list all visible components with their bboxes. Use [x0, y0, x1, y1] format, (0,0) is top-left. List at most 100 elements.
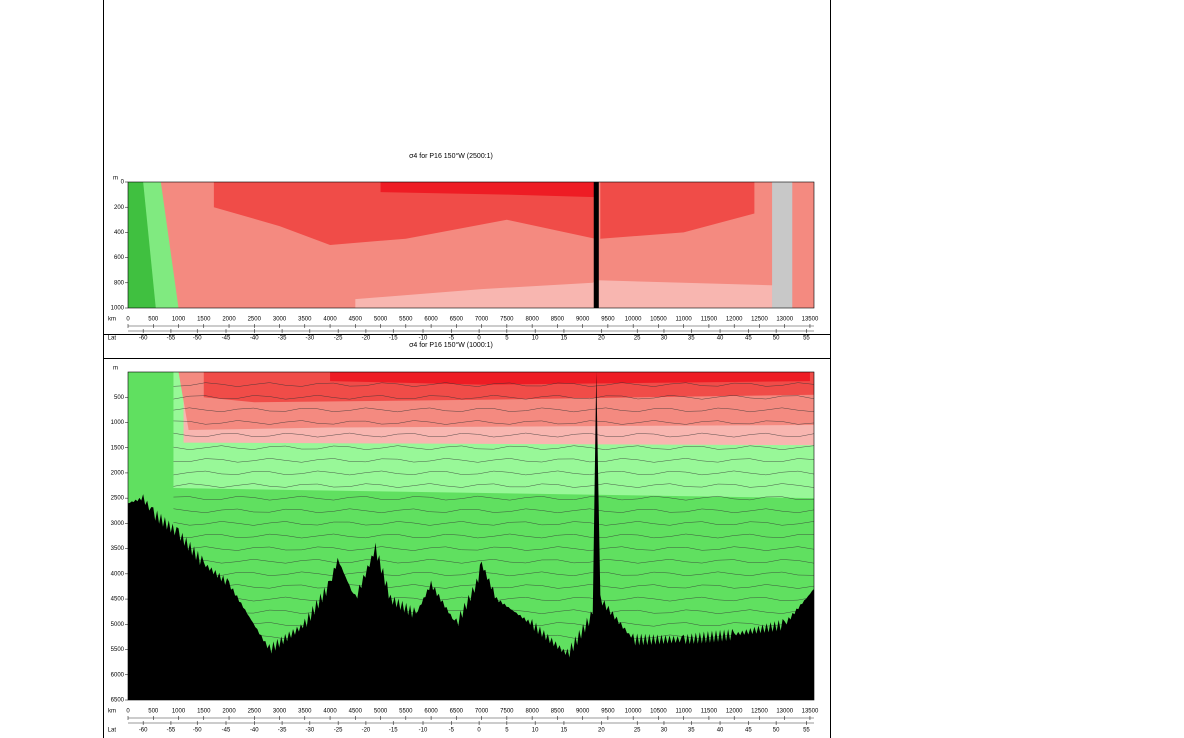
lat-tick-label: 20: [598, 728, 605, 734]
frame: [103, 0, 831, 738]
x-tick-label: 12000: [726, 317, 743, 323]
x-axis-label: km: [108, 709, 116, 715]
x-tick-label: 9500: [601, 709, 615, 715]
y-tick-label: 4000: [111, 571, 125, 577]
y-tick-label: 800: [114, 280, 125, 286]
lat-tick-label: 25: [634, 728, 641, 734]
lat-tick-label: 25: [634, 336, 641, 342]
x-tick-label: 7000: [475, 709, 489, 715]
x-tick-label: 7000: [475, 317, 489, 323]
contour-line: [173, 407, 815, 413]
lat-axis-label: Lat: [108, 728, 117, 734]
y-tick-label: 1500: [111, 445, 125, 451]
y-tick-label: 4500: [111, 597, 125, 603]
x-tick-label: 4000: [323, 317, 337, 323]
lat-tick-label: 45: [745, 336, 752, 342]
contour-line: [173, 533, 815, 539]
x-tick-label: 10500: [650, 709, 667, 715]
lat-tick-label: -45: [222, 728, 231, 734]
x-tick-label: 11500: [701, 709, 718, 715]
x-tick-label: 11000: [676, 317, 693, 323]
x-tick-label: 8000: [525, 317, 539, 323]
x-tick-label: 500: [148, 709, 159, 715]
x-tick-label: 3500: [298, 317, 312, 323]
lat-axis-label: Lat: [108, 336, 117, 342]
chart-title: σ4 for P16 150°W (1000:1): [409, 341, 493, 349]
chart-title: σ4 for P16 150°W (2500:1): [409, 152, 493, 160]
lat-tick-label: 35: [688, 336, 695, 342]
lat-tick-label: 0: [477, 728, 481, 734]
contour-line: [173, 508, 815, 513]
x-tick-label: 10500: [650, 317, 667, 323]
contour-line: [173, 458, 815, 463]
x-tick-label: 4500: [349, 709, 363, 715]
x-tick-label: 1000: [172, 317, 186, 323]
bathymetry: [593, 182, 599, 308]
lat-tick-label: -40: [250, 336, 259, 342]
x-tick-label: 2000: [222, 709, 236, 715]
lat-tick-label: -20: [362, 336, 371, 342]
x-tick-label: 11500: [701, 317, 718, 323]
lat-tick-label: 50: [773, 336, 780, 342]
contour-line: [173, 559, 815, 564]
lat-tick-label: 5: [505, 336, 509, 342]
layer: [380, 182, 596, 198]
layer: [330, 372, 810, 385]
layer: [355, 280, 775, 308]
x-tick-label: 13500: [802, 709, 819, 715]
lat-tick-label: -45: [222, 336, 231, 342]
lat-tick-label: -60: [139, 728, 148, 734]
x-tick-label: 6000: [424, 709, 438, 715]
contour-line: [173, 420, 815, 425]
x-tick-label: 7500: [500, 709, 514, 715]
lat-tick-label: 45: [745, 728, 752, 734]
x-tick-label: 500: [148, 317, 159, 323]
x-tick-label: 5500: [399, 709, 413, 715]
lat-tick-label: -25: [334, 336, 343, 342]
section-plot: [128, 372, 815, 700]
y-tick-label: 400: [114, 230, 125, 236]
panel-separator: [103, 334, 831, 359]
contour-line: [173, 495, 815, 501]
lat-tick-label: -10: [419, 728, 428, 734]
lat-tick-label: -30: [306, 336, 315, 342]
lat-tick-label: 15: [561, 728, 568, 734]
contour-line: [173, 445, 815, 450]
x-tick-label: 5500: [399, 317, 413, 323]
y-tick-label: 1000: [111, 420, 125, 426]
x-tick-label: 9500: [601, 317, 615, 323]
y-tick-label: 0: [121, 180, 125, 186]
layer: [600, 182, 755, 239]
y-tick-label: 2500: [111, 496, 125, 502]
lat-tick-label: -5: [449, 336, 455, 342]
lat-tick-label: 55: [803, 728, 810, 734]
x-tick-label: 5000: [374, 317, 388, 323]
x-tick-label: 2000: [222, 317, 236, 323]
x-tick-label: 12500: [751, 709, 768, 715]
layer: [213, 182, 596, 245]
y-tick-label: 6000: [111, 672, 125, 678]
x-tick-label: 8500: [551, 317, 565, 323]
y-tick-label: 3000: [111, 521, 125, 527]
lat-tick-label: -25: [334, 728, 343, 734]
lat-tick-label: 30: [661, 336, 668, 342]
plot-border: [127, 181, 815, 309]
y-tick-label: 2000: [111, 471, 125, 477]
contour-line: [173, 483, 815, 488]
lat-tick-label: -50: [193, 728, 202, 734]
y-tick-label: 3500: [111, 546, 125, 552]
y-axis-label: m: [113, 176, 118, 182]
y-tick-label: 5000: [111, 622, 125, 628]
lat-tick-label: -5: [449, 728, 455, 734]
lat-tick-label: -60: [139, 336, 148, 342]
contour-line: [173, 470, 815, 476]
layer: [128, 182, 156, 308]
y-tick-label: 600: [114, 255, 125, 261]
x-tick-label: 3000: [273, 317, 287, 323]
x-tick-label: 12500: [751, 317, 768, 323]
x-tick-label: 8000: [525, 709, 539, 715]
contour-line: [173, 584, 815, 589]
x-tick-label: 3500: [298, 709, 312, 715]
